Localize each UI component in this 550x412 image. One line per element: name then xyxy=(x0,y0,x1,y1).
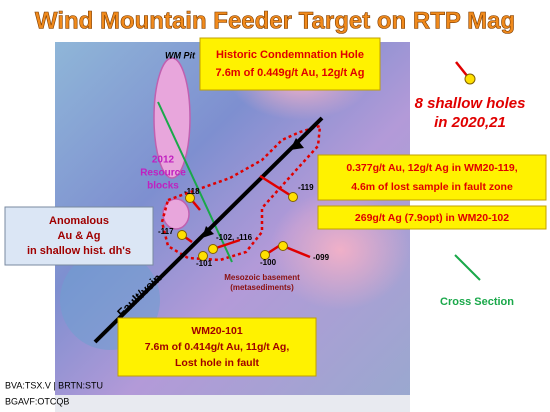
hole-label: -101 xyxy=(196,259,213,268)
resource-label: Resource xyxy=(140,168,186,179)
ticker: BVA:TSX.V | BRTN:STU xyxy=(5,380,103,390)
legend-hole-trace xyxy=(455,61,469,78)
legend-text: 8 shallow holes xyxy=(415,95,526,112)
callout-box xyxy=(317,205,547,230)
callout-box xyxy=(117,317,317,377)
hole-label: -118 xyxy=(184,187,200,196)
pit-label: WM Pit xyxy=(165,50,196,60)
callout-text: 4.6m of lost sample in fault zone xyxy=(351,181,513,193)
drill-hole xyxy=(288,192,298,202)
resource-label: 2012 xyxy=(152,155,175,166)
callout-text: WM20-101 xyxy=(191,325,243,337)
callout-text: 0.377g/t Au, 12g/t Ag in WM20-119, xyxy=(346,162,517,174)
callout-box xyxy=(4,206,154,266)
callout-text: Anomalous xyxy=(49,215,109,227)
callout-text: in shallow hist. dh's xyxy=(27,245,131,257)
legend-hole-marker xyxy=(464,73,476,85)
hole-label: -117 xyxy=(158,227,174,236)
hole-label: -099 xyxy=(313,253,330,262)
legend-section-line xyxy=(454,254,481,281)
callout-text: Au & Ag xyxy=(58,230,101,242)
drill-hole xyxy=(198,251,208,261)
drill-hole xyxy=(177,230,187,240)
hole-label: -100 xyxy=(260,258,277,267)
drill-trace xyxy=(259,174,294,199)
drill-hole xyxy=(278,241,288,251)
legend-text: in 2020,21 xyxy=(434,114,506,131)
ticker: BGAVF:OTCQB xyxy=(5,396,69,406)
drill-hole xyxy=(260,250,270,260)
fault-arrow xyxy=(202,226,214,238)
resource-blocks xyxy=(153,57,191,179)
hole-label: -119 xyxy=(298,183,314,192)
fault-arrow xyxy=(290,138,304,150)
cross-section-line xyxy=(157,101,233,263)
callout-text: Lost hole in fault xyxy=(175,357,259,369)
callout-box xyxy=(199,37,381,91)
title: Wind Mountain Feeder Target on RTP Mag xyxy=(35,7,515,34)
drill-hole xyxy=(185,193,195,203)
basement-label: Mesozoic basement xyxy=(224,273,300,282)
callout-box xyxy=(317,154,547,201)
legend-text: Cross Section xyxy=(440,296,514,308)
callout-text: 7.6m of 0.414g/t Au, 11g/t Ag, xyxy=(145,341,290,353)
map-strip xyxy=(55,395,410,412)
resource-label: blocks xyxy=(147,181,179,192)
callout-text: Historic Condemnation Hole xyxy=(216,49,364,61)
callout-text: 269g/t Ag (7.9opt) in WM20-102 xyxy=(355,212,509,224)
basement-label: (metasediments) xyxy=(230,283,294,292)
drill-hole xyxy=(208,244,218,254)
hole-label: -102, -116 xyxy=(216,233,253,242)
callout-text: 7.6m of 0.449g/t Au, 12g/t Ag xyxy=(216,67,365,79)
